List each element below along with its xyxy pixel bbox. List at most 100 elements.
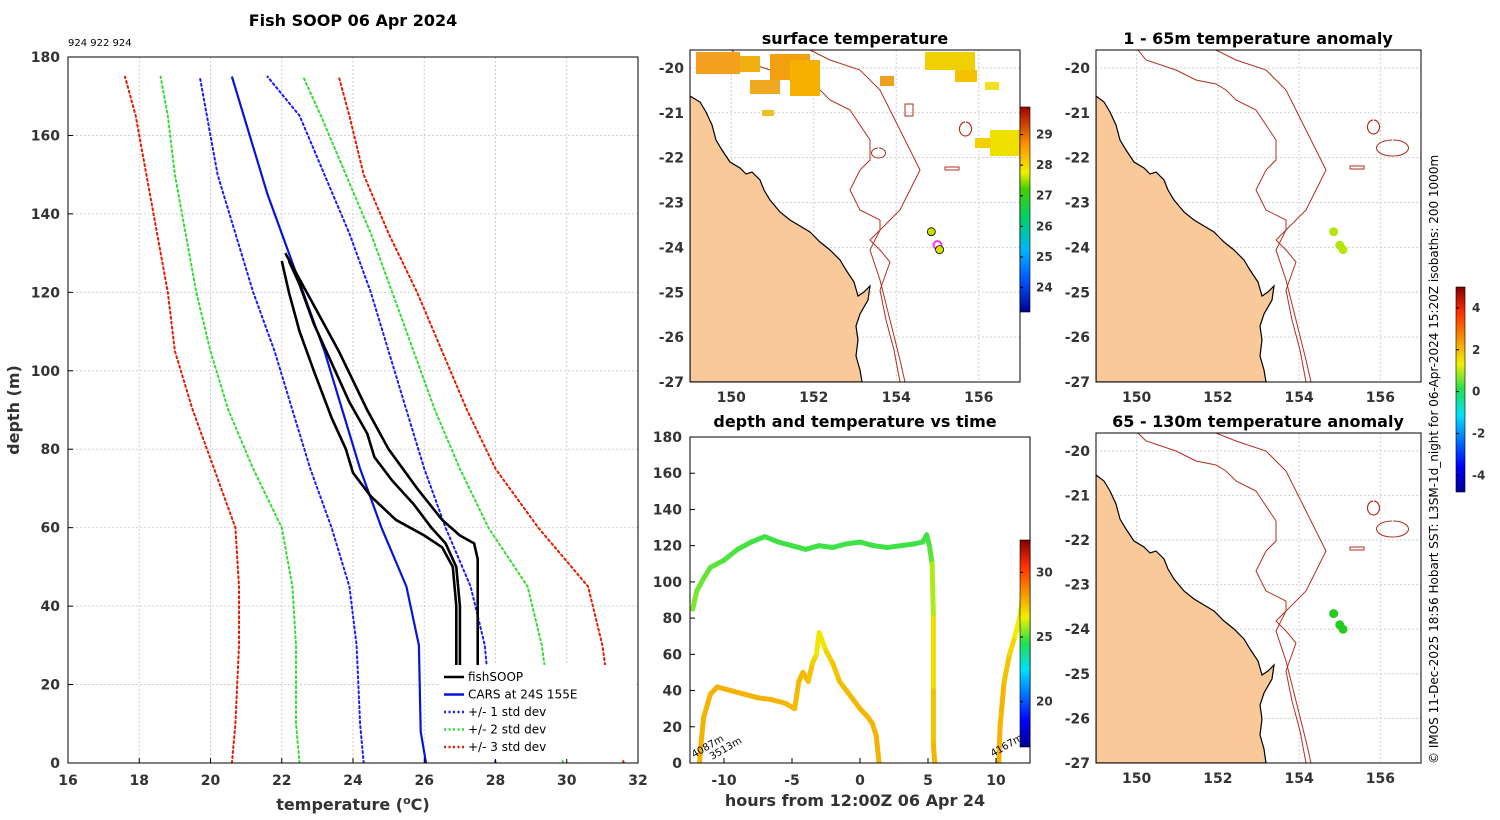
seamount-contour	[1376, 139, 1409, 157]
track-segment	[698, 715, 707, 748]
track-segment	[701, 691, 713, 721]
map-y-tick-label: -22	[659, 151, 684, 167]
map-y-tick-label: -24	[1065, 622, 1091, 638]
map-x-tick-label: 154	[882, 390, 911, 406]
track-segment	[721, 546, 741, 563]
map-x-tick-label: 156	[1366, 771, 1395, 787]
colorbar-tick-label: 28	[1036, 158, 1053, 172]
seamount-contour	[871, 147, 886, 159]
y-tick-label: 160	[653, 466, 682, 482]
y-tick-label: 180	[653, 430, 682, 446]
map-y-tick-label: -20	[1065, 444, 1091, 460]
colorbar-tick-label: -4	[1472, 468, 1485, 482]
depth-time-axes-frame	[689, 436, 1031, 764]
colorbar-tick-label: 20	[1036, 695, 1053, 709]
profile-series-line	[337, 75, 625, 763]
track-segment	[816, 630, 829, 654]
sst-patch	[740, 56, 760, 72]
surface-colorbar-ticks: 24 25 26 27 28 29	[1020, 128, 1053, 295]
surface-land	[690, 95, 871, 382]
surface-title: surface temperature	[762, 29, 949, 48]
track-segment	[792, 679, 802, 712]
legend-label: +/- 2 std dev	[468, 723, 546, 737]
anomaly-deep-ticks: 150 152 154 156 -20 -21 -22 -23 -24 -25 -26 -27	[1065, 444, 1395, 787]
anomaly-shallow-ticks: 150 152 154 156 -20 -21 -22 -23 -24 -25 -26 -27	[1065, 61, 1395, 406]
y-tick-label: 60	[41, 521, 61, 537]
track-segment	[690, 588, 700, 612]
anomaly-colorbar	[1455, 286, 1466, 493]
map-y-tick-label: -25	[1065, 285, 1090, 301]
sst-patch	[762, 110, 774, 116]
map-y-tick-label: -20	[1065, 61, 1091, 77]
colorbar-tick-label: 30	[1036, 565, 1053, 579]
map-y-tick-label: -27	[1065, 756, 1090, 772]
profile-x-ticks: 16 18 20 22 24 26 28 30 32 0 20 40 60 80 100 120 140 160 1…	[31, 50, 648, 789]
x-tick-label: -10	[711, 773, 737, 789]
x-tick-label: -5	[784, 773, 800, 789]
legend-label: +/- 3 std dev	[468, 740, 546, 754]
map-y-tick-label: -23	[659, 196, 684, 212]
anomaly-shallow-title: 1 - 65m temperature anomaly	[1123, 29, 1393, 48]
legend-items: fishSOOP CARS at 24S 155E +/- 1 std dev +/-…	[444, 670, 577, 754]
y-tick-label: 0	[50, 756, 60, 772]
map-y-tick-label: -23	[1065, 578, 1090, 594]
anomaly-deep-isobath-200	[1137, 433, 1307, 763]
map-y-tick-label: -22	[1065, 533, 1090, 549]
map-y-tick-label: -25	[1065, 667, 1090, 683]
seamount-contour	[944, 166, 960, 171]
map-y-tick-label: -23	[1065, 196, 1090, 212]
colorbar-tick-label: 26	[1036, 219, 1053, 233]
station-marker	[1338, 624, 1348, 634]
profile-lines	[124, 75, 625, 763]
x-tick-label: 16	[58, 773, 77, 789]
y-tick-label: 100	[653, 575, 682, 591]
x-tick-label: 26	[415, 773, 434, 789]
anomaly-deep-axes-frame	[1095, 432, 1422, 764]
y-tick-label: 20	[41, 678, 61, 694]
anomaly-shallow-isobath-200	[1137, 50, 1307, 382]
seamount-contour	[1349, 165, 1365, 170]
seamount-contour	[1349, 546, 1365, 551]
surface-isobath-1000	[809, 50, 921, 382]
map-x-tick-label: 152	[1203, 390, 1232, 406]
credit-text: © IMOS 11-Dec-2025 18:56 Hobart SST: L3S…	[1427, 155, 1441, 764]
sst-patch	[925, 52, 975, 70]
map-y-tick-label: -22	[1065, 151, 1090, 167]
surface-stations	[926, 227, 944, 255]
x-tick-label: 22	[272, 773, 291, 789]
x-tick-label: 0	[855, 773, 865, 789]
colorbar-tick-label: -2	[1472, 426, 1485, 440]
map-y-tick-label: -26	[659, 330, 684, 346]
map-x-tick-label: 150	[1122, 390, 1151, 406]
anomaly-deep-stations	[1329, 609, 1348, 634]
map-y-tick-label: -24	[659, 240, 685, 256]
map-x-tick-label: 152	[1203, 771, 1232, 787]
anomaly-shallow-map	[1096, 50, 1421, 382]
surface-colorbar	[1019, 106, 1031, 313]
map-y-tick-label: -27	[1065, 375, 1090, 391]
colorbar-tick-label: 24	[1036, 281, 1053, 295]
x-tick-label: 10	[986, 773, 1006, 789]
map-x-tick-label: 156	[1366, 390, 1395, 406]
anomaly-deep-land	[1096, 474, 1275, 763]
x-tick-label: 30	[557, 773, 577, 789]
map-x-tick-label: 150	[717, 390, 746, 406]
colorbar-tick-label: 0	[1472, 385, 1480, 399]
map-x-tick-label: 150	[1122, 771, 1151, 787]
y-tick-label: 20	[663, 720, 683, 736]
y-tick-label: 120	[31, 285, 60, 301]
profile-x-label: temperature (oC)	[276, 794, 429, 814]
profile-panel: Fish SOOP 06 Apr 2024 924 922 924 16 18 20…	[4, 11, 648, 814]
sst-patches	[696, 52, 1020, 156]
anomaly-shallow-axes-frame	[1095, 49, 1422, 383]
profile-series-line	[280, 260, 462, 756]
track-segment	[805, 660, 815, 684]
anomaly-deep-panel: 65 - 130m temperature anomaly 150 152 154 1…	[1065, 412, 1422, 787]
x-tick-label: 5	[923, 773, 933, 789]
y-tick-label: 40	[41, 599, 61, 615]
y-tick-label: 40	[663, 684, 683, 700]
anomaly-shallow-panel: 1 - 65m temperature anomaly 150 152 154 156…	[1065, 29, 1422, 406]
y-tick-label: 80	[663, 611, 683, 627]
colorbar-tick-label: 29	[1036, 128, 1053, 142]
